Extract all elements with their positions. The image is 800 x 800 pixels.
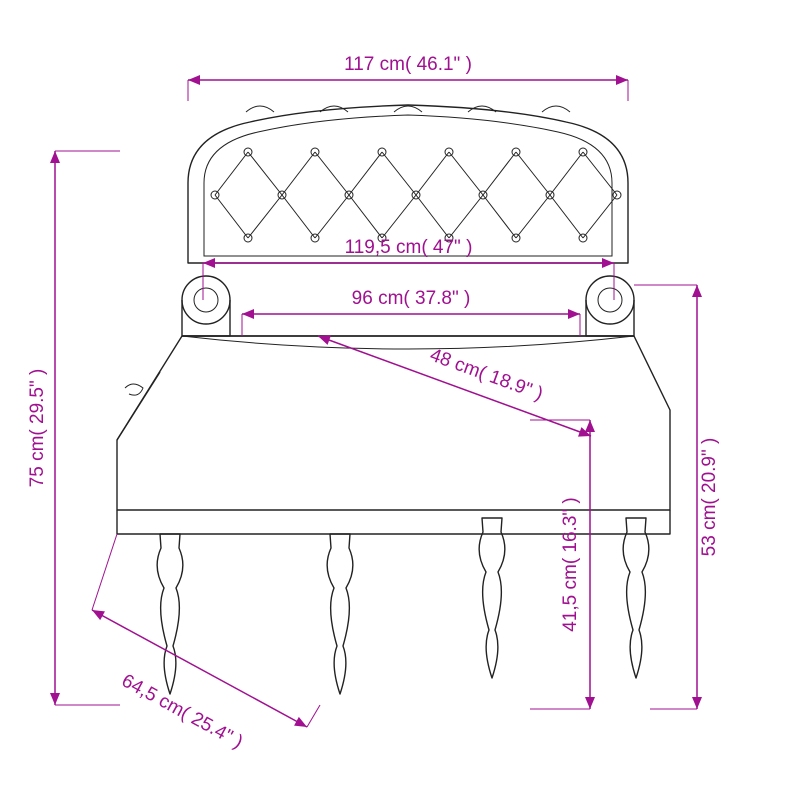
dimension-label: 117 cm( 46.1" ) xyxy=(344,54,472,75)
dimension-label: 53 cm( 20.9" ) xyxy=(699,438,720,557)
dimension-label: 48 cm( 18.9" ) xyxy=(427,345,546,405)
dimension-label: 41,5 cm( 16.3" ) xyxy=(560,497,581,632)
dimension-label: 119,5 cm( 47" ) xyxy=(345,237,473,258)
dimension-label: 75 cm( 29.5" ) xyxy=(27,369,48,488)
dimension-label: 96 cm( 37.8" ) xyxy=(352,288,471,309)
sofa-drawing xyxy=(117,105,670,694)
dimensions xyxy=(50,75,702,727)
